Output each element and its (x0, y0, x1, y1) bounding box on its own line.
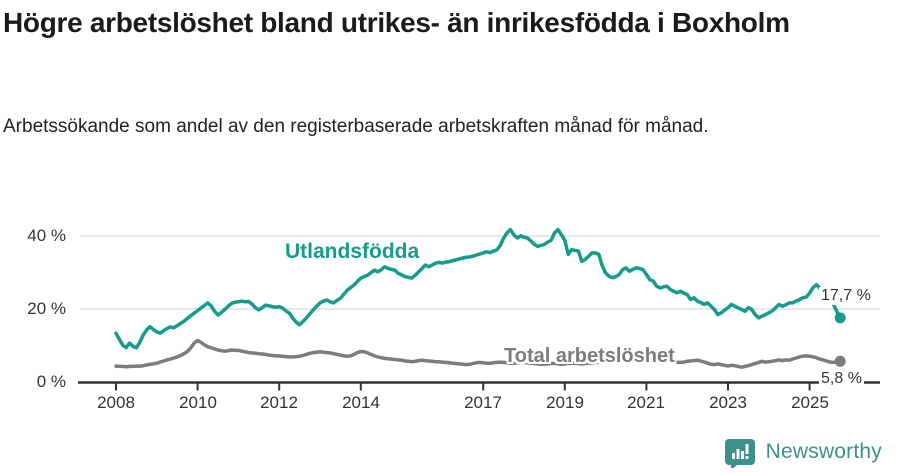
utlandsfodda-series-label: Utlandsfödda (285, 240, 420, 263)
chart-subtitle: Arbetssökande som andel av den registerb… (3, 116, 709, 137)
newsworthy-brand-text: Newsworthy (765, 440, 882, 463)
x-axis (78, 381, 880, 391)
total-series-label: Total arbetslöshet (504, 345, 675, 367)
x-tick-2021: 2021 (627, 393, 665, 412)
x-tick-2025: 2025 (791, 393, 829, 412)
utlandsfodda-end-value-label: 17,7 % (819, 287, 873, 305)
newsworthy-logo-icon (724, 439, 755, 468)
utlandsfodda-line (114, 227, 842, 350)
x-tick-2017: 2017 (464, 393, 502, 412)
x-tick-2019: 2019 (546, 393, 584, 412)
total-end-value-label: 5,8 % (819, 370, 864, 388)
y-tick-40: 40 % (27, 226, 66, 245)
utlandsfodda-end-dot (834, 312, 846, 324)
x-tick-2023: 2023 (709, 393, 747, 412)
x-tick-2010: 2010 (179, 393, 217, 412)
y-tick-20: 20 % (27, 299, 66, 318)
total-end-dot (834, 355, 846, 367)
x-tick-2014: 2014 (342, 393, 380, 412)
page-title: Högre arbetslöshet bland utrikes- än inr… (3, 7, 790, 38)
gridlines (80, 235, 880, 310)
total-arbetsloshet-line (114, 338, 842, 369)
y-tick-0: 0 % (36, 372, 66, 391)
x-axis-ticks (115, 383, 811, 391)
newsworthy-brand: Newsworthy (724, 436, 882, 468)
x-tick-2012: 2012 (260, 393, 298, 412)
x-tick-2008: 2008 (97, 393, 135, 412)
